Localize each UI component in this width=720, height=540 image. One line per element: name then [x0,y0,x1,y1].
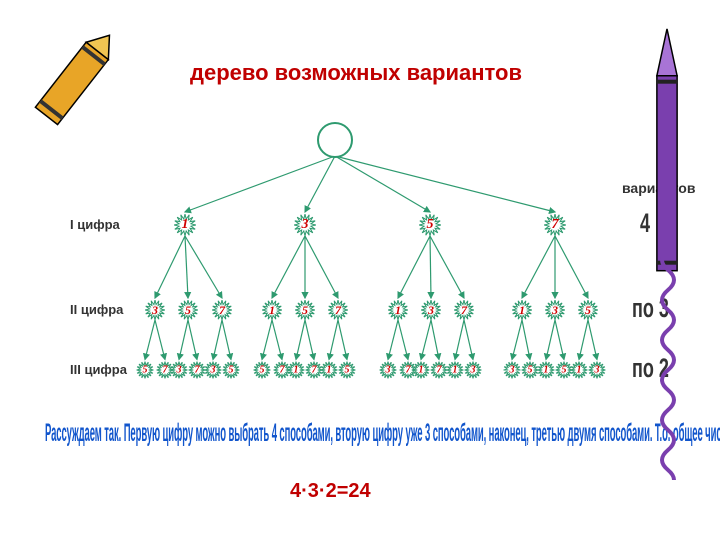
purple-squiggle-icon [648,250,698,480]
row3-node-19-label: 5 [528,365,533,375]
row3-node-12-label: 3 [386,365,391,375]
row3-node-20-label: 1 [544,365,549,375]
row3-node-13-label: 7 [406,365,411,375]
row3-node-0: 5 [137,362,154,379]
row3-node-9-label: 7 [312,365,317,375]
page-title: дерево возможных вариантов [190,60,522,86]
row2-node-1: 5 [178,300,198,320]
crayon-yellow-icon [33,8,127,178]
row2-node-1-label: 5 [185,304,191,316]
row2-node-8: 7 [454,300,474,320]
row3-node-23-label: 3 [595,365,600,375]
row2-node-7-label: 3 [428,304,434,316]
root-node [317,122,353,158]
row2-node-10-label: 3 [552,304,558,316]
row3-node-12: 3 [380,362,397,379]
explanation-text: Рассуждаем так. Первую цифру можно выбра… [45,420,720,449]
row3-node-22-label: 1 [577,365,582,375]
row2-node-0: 3 [145,300,165,320]
row3-node-15-label: 7 [437,365,442,375]
row3-node-18: 3 [504,362,521,379]
row3-node-3: 7 [189,362,206,379]
row3-node-6-label: 5 [260,365,265,375]
row1-node-1: 3 [294,214,316,236]
row3-node-6: 5 [254,362,271,379]
row2-node-2-label: 7 [219,304,225,316]
row3-node-11-label: 5 [345,365,350,375]
row3-node-15: 7 [431,362,448,379]
row3-node-18-label: 3 [510,365,515,375]
row2-node-9-label: 1 [519,304,525,316]
row1-label: I цифра [70,217,120,232]
row3-node-20: 1 [538,362,555,379]
row2-node-9: 1 [512,300,532,320]
row3-node-14: 1 [413,362,430,379]
row3-node-23: 3 [589,362,606,379]
row2-label: II цифра [70,302,123,317]
row3-node-4: 3 [205,362,222,379]
formula: 4·3·2=24 [290,480,371,503]
row1-node-3-label: 7 [552,218,559,232]
row2-node-8-label: 7 [461,304,467,316]
row3-node-10: 1 [321,362,338,379]
row3-node-11: 5 [339,362,356,379]
row3-node-14-label: 1 [419,365,424,375]
row3-node-0-label: 5 [143,365,148,375]
row2-node-11-label: 5 [585,304,591,316]
row2-node-0-label: 3 [152,304,158,316]
row1-node-0-label: 1 [182,218,189,232]
row3-node-16-label: 1 [453,365,458,375]
row3-node-2: 3 [171,362,188,379]
row3-node-17: 3 [465,362,482,379]
row2-node-6: 1 [388,300,408,320]
row3-node-5: 5 [223,362,240,379]
row3-node-10-label: 1 [327,365,332,375]
row1-node-0: 1 [174,214,196,236]
row2-node-5: 7 [328,300,348,320]
row3-node-8-label: 1 [294,365,299,375]
row2-node-4: 5 [295,300,315,320]
row1-node-1-label: 3 [302,218,309,232]
row3-node-5-label: 5 [229,365,234,375]
row3-node-2-label: 3 [177,365,182,375]
row2-node-11: 5 [578,300,598,320]
row3-node-16: 1 [447,362,464,379]
row1-node-2: 5 [419,214,441,236]
row3-node-4-label: 3 [211,365,216,375]
row3-node-8: 1 [288,362,305,379]
row3-node-19: 5 [522,362,539,379]
row2-node-3-label: 1 [269,304,275,316]
row2-node-2: 7 [212,300,232,320]
row2-node-3: 1 [262,300,282,320]
row1-node-3: 7 [544,214,566,236]
row3-node-21-label: 5 [562,365,567,375]
row3-node-7-label: 7 [280,365,285,375]
row3-node-1-label: 7 [163,365,168,375]
row3-node-3-label: 7 [195,365,200,375]
row3-node-22: 1 [571,362,588,379]
row3-node-17-label: 3 [471,365,476,375]
row2-node-6-label: 1 [395,304,401,316]
row2-node-5-label: 7 [335,304,341,316]
row2-node-4-label: 5 [302,304,308,316]
row1-node-2-label: 5 [427,218,434,232]
row2-node-7: 3 [421,300,441,320]
row3-label: III цифра [70,362,127,377]
row2-node-10: 3 [545,300,565,320]
